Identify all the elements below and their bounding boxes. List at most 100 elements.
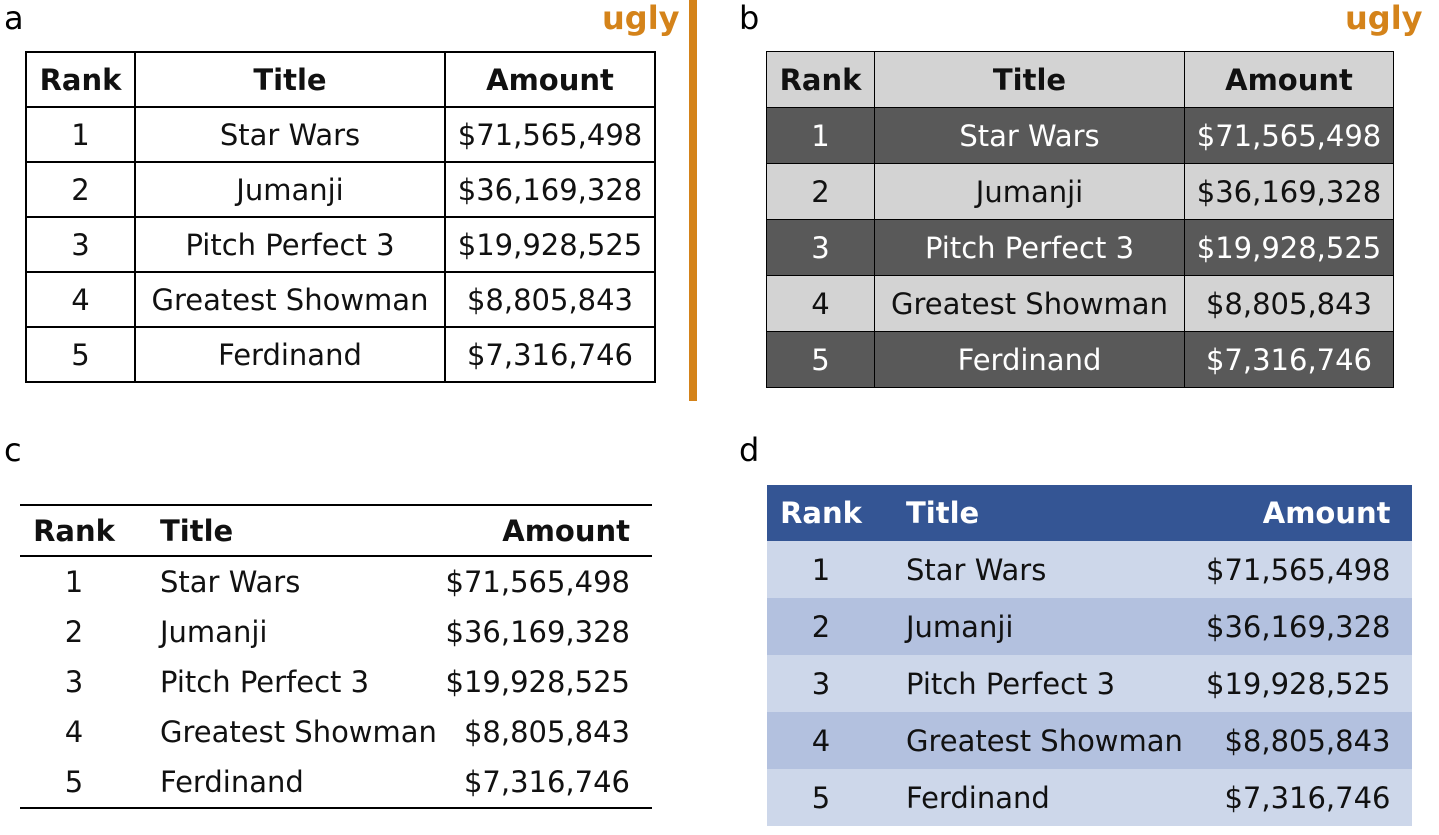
cell-amount: $19,928,525 [445, 665, 631, 699]
table-row: 5 Ferdinand $7,316,746 [20, 757, 652, 809]
table-header-row: Rank Title Amount [766, 51, 1394, 108]
cell-rank: 5 [25, 326, 136, 383]
cell-amount: $71,565,498 [444, 106, 656, 163]
cell-rank-label: 3 [64, 665, 84, 699]
cell-rank: 3 [25, 216, 136, 273]
cell-rank: 2 [767, 598, 875, 655]
cell-rank: 4 [25, 271, 136, 328]
panel-b-ugly-label: ugly [1345, 0, 1423, 37]
cell-rank: 2 [25, 161, 136, 218]
header-rank: Rank [767, 485, 875, 541]
cell-rank: 2 [20, 607, 160, 657]
cell-title: Jumanji [160, 615, 268, 649]
table-row: 3 Pitch Perfect 3 $19,928,525 [25, 216, 656, 273]
table-row: 1 Star Wars $71,565,498 [767, 541, 1412, 598]
cell-amount: $8,805,843 [1206, 712, 1412, 769]
table-row: 1 Star Wars $71,565,498 [25, 106, 656, 163]
cell-rank: 1 [20, 556, 160, 607]
cell-amount: $7,316,746 [1206, 769, 1412, 826]
panel-a-ugly-label: ugly [602, 0, 680, 37]
panel-a-letter: a [4, 0, 24, 37]
cell-amount: $36,169,328 [1206, 598, 1412, 655]
table-row: 3 Pitch Perfect 3 $19,928,525 [20, 657, 652, 707]
header-rank: Rank [20, 504, 160, 557]
cell-rank: 1 [25, 106, 136, 163]
cell-amount: $19,928,525 [1184, 219, 1394, 276]
table-row: 1 Star Wars $71,565,498 [20, 556, 652, 607]
table-row: 1 Star Wars $71,565,498 [766, 107, 1394, 164]
cell-title: Pitch Perfect 3 [160, 665, 370, 699]
cell-title: Pitch Perfect 3 [134, 216, 446, 273]
cell-title: Jumanji [134, 161, 446, 218]
cell-rank: 3 [767, 655, 875, 712]
cell-title: Jumanji [874, 163, 1185, 220]
cell-title: Ferdinand [134, 326, 446, 383]
cell-rank: 2 [766, 163, 875, 220]
cell-title: Star Wars [134, 106, 446, 163]
cell-amount: $19,928,525 [444, 216, 656, 273]
cell-amount: $36,169,328 [444, 161, 656, 218]
table-row: 4 Greatest Showman $8,805,843 [25, 271, 656, 328]
cell-rank: 3 [20, 657, 160, 707]
table-row: 3 Pitch Perfect 3 $19,928,525 [766, 219, 1394, 276]
table-header-row: Rank Title Amount [25, 51, 656, 108]
header-amount: Amount [1184, 51, 1394, 108]
header-amount: Amount [1206, 485, 1412, 541]
cell-title: Ferdinand [875, 769, 1206, 826]
header-title: Title [874, 51, 1185, 108]
table-row: 4 Greatest Showman $8,805,843 [767, 712, 1412, 769]
table-row: 4 Greatest Showman $8,805,843 [20, 707, 652, 757]
panel-divider [689, 0, 697, 401]
table-d: Rank Title Amount 1 Star Wars $71,565,498 … [767, 485, 1412, 826]
header-amount: Amount [440, 504, 652, 557]
cell-amount: $71,565,498 [1184, 107, 1394, 164]
panel-d-letter: d [739, 431, 760, 469]
cell-rank-label: 1 [64, 565, 84, 599]
cell-title: Greatest Showman [874, 275, 1185, 332]
cell-rank: 4 [766, 275, 875, 332]
cell-rank: 5 [20, 757, 160, 809]
cell-rank-label: 4 [64, 715, 84, 749]
cell-amount: $7,316,746 [444, 326, 656, 383]
table-header-row: Rank Title Amount [20, 504, 652, 557]
cell-amount: $71,565,498 [1206, 541, 1412, 598]
cell-amount: $8,805,843 [1184, 275, 1394, 332]
cell-title: Star Wars [874, 107, 1185, 164]
table-row: 2 Jumanji $36,169,328 [25, 161, 656, 218]
table-row: 5 Ferdinand $7,316,746 [767, 769, 1412, 826]
panel-b-letter: b [739, 0, 760, 37]
cell-title: Ferdinand [874, 331, 1185, 388]
table-row: 5 Ferdinand $7,316,746 [25, 326, 656, 383]
header-title: Title [875, 485, 1206, 541]
cell-amount: $19,928,525 [1206, 655, 1412, 712]
cell-rank: 1 [766, 107, 875, 164]
cell-title: Greatest Showman [134, 271, 446, 328]
table-row: 2 Jumanji $36,169,328 [766, 163, 1394, 220]
cell-rank: 4 [20, 707, 160, 757]
header-amount: Amount [444, 51, 656, 108]
cell-title: Greatest Showman [160, 715, 437, 749]
table-a: Rank Title Amount 1 Star Wars $71,565,498 … [25, 51, 656, 383]
panel-c-letter: c [4, 431, 22, 469]
table-row: 3 Pitch Perfect 3 $19,928,525 [767, 655, 1412, 712]
cell-title: Greatest Showman [875, 712, 1206, 769]
table-header-row: Rank Title Amount [767, 485, 1412, 541]
cell-rank: 1 [767, 541, 875, 598]
table-c: Rank Title Amount 1 Star Wars $71,565,498 … [20, 504, 652, 809]
cell-title: Ferdinand [160, 757, 440, 809]
cell-rank: 5 [766, 331, 875, 388]
cell-amount: $71,565,498 [445, 565, 631, 599]
cell-amount: $7,316,746 [440, 757, 652, 809]
cell-rank: 3 [766, 219, 875, 276]
header-rank: Rank [25, 51, 136, 108]
header-title: Title [134, 51, 446, 108]
header-rank-label: Rank [33, 513, 115, 548]
cell-title: Jumanji [875, 598, 1206, 655]
cell-rank: 5 [767, 769, 875, 826]
cell-amount: $36,169,328 [1184, 163, 1394, 220]
header-title: Title [160, 504, 440, 557]
cell-amount: $8,805,843 [444, 271, 656, 328]
cell-title: Pitch Perfect 3 [875, 655, 1206, 712]
cell-rank-label: 2 [64, 615, 84, 649]
cell-amount: $8,805,843 [463, 715, 630, 749]
